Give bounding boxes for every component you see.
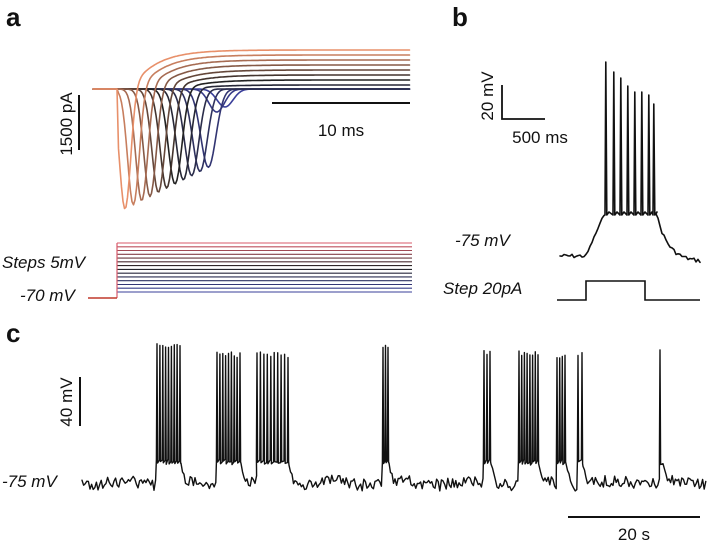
- panel-a-current-trace: [92, 54, 411, 206]
- panel-c-time-scale-label: 20 s: [618, 525, 650, 544]
- panel-a-letter: a: [6, 2, 21, 32]
- panel-a-voltage-steps: [88, 242, 412, 299]
- panel-a-steps-label: Steps 5mV: [2, 253, 87, 272]
- panel-b-voltage-scale-label: 20 mV: [478, 71, 497, 121]
- panel-a-current-trace: [92, 88, 411, 113]
- panel-a-hold-label: -70 mV: [20, 286, 76, 305]
- panel-b-rest-label: -75 mV: [455, 231, 511, 250]
- panel-b-current-step: [557, 280, 700, 301]
- panel-a-current-trace: [92, 49, 411, 210]
- panel-c-letter: c: [6, 318, 20, 348]
- panel-c-voltage-trace: [81, 343, 707, 492]
- panel-a-current-trace: [92, 69, 411, 193]
- panel-a-current-traces: [92, 49, 411, 210]
- panel-b-scale-bar: [501, 85, 545, 120]
- panel-c-voltage-scale-label: 40 mV: [57, 377, 76, 427]
- panel-a-current-trace: [92, 59, 411, 201]
- panel-b-time-scale-label: 500 ms: [512, 128, 568, 147]
- panel-a-current-scale-label: 1500 pA: [57, 92, 76, 156]
- panel-a-time-scale-label: 10 ms: [318, 121, 364, 140]
- panel-b-letter: b: [452, 2, 468, 32]
- panel-b-step-label: Step 20pA: [443, 279, 522, 298]
- panel-b-voltage-trace: [559, 61, 701, 264]
- panel-c-rest-label: -75 mV: [2, 472, 58, 491]
